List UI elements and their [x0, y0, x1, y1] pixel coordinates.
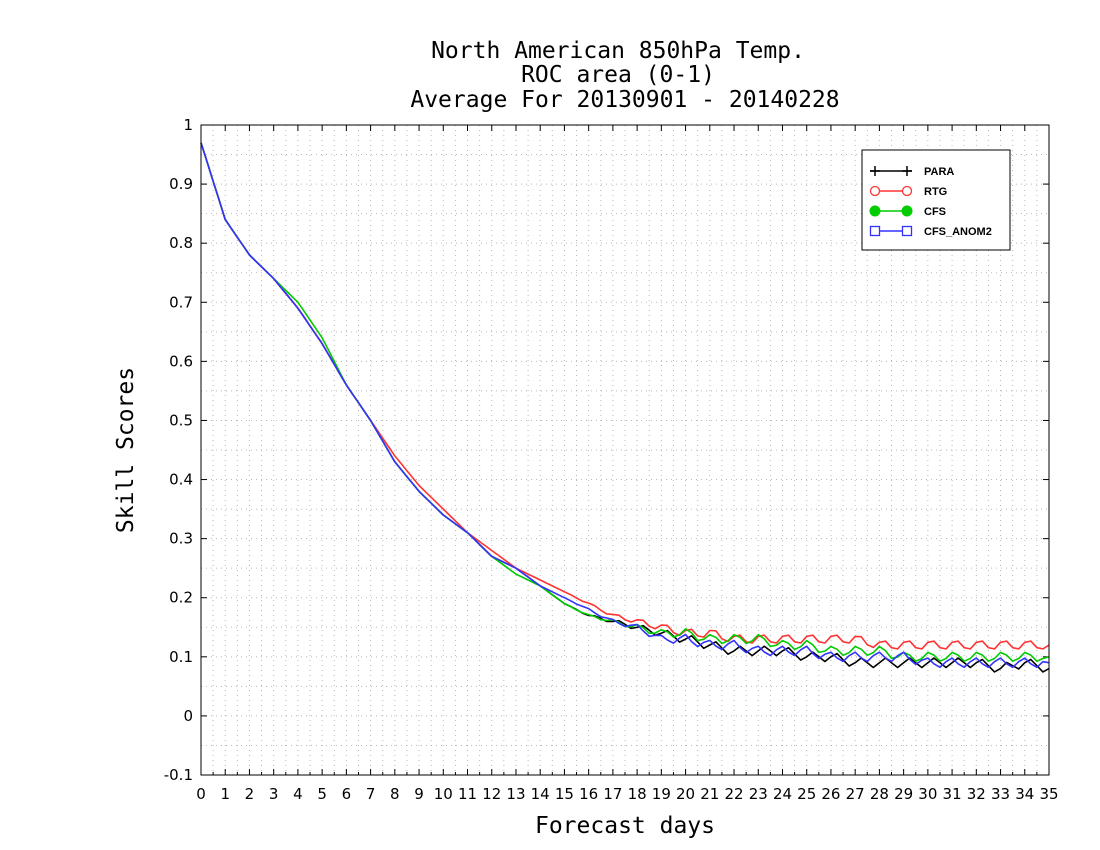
x-tick-label: 24: [773, 785, 792, 803]
x-tick-label: 23: [749, 785, 768, 803]
x-tick-label: 25: [797, 785, 816, 803]
chart-title-line-3: Average For 20130901 - 20140228: [410, 87, 839, 113]
legend-label-cfs-anom2: CFS_ANOM2: [924, 226, 992, 238]
y-tick-label: -0.1: [164, 766, 193, 784]
y-tick-label: 0: [183, 707, 193, 725]
legend-marker-open-circle: [901, 185, 913, 197]
y-tick-label: 0.9: [169, 175, 193, 193]
plot-frame: [200, 124, 1050, 776]
x-tick-label: 5: [317, 785, 327, 803]
legend-marker-plus: [870, 166, 880, 176]
x-tick-label: 20: [676, 785, 695, 803]
legend-label-rtg: RTG: [924, 186, 947, 198]
x-tick-label: 10: [434, 785, 453, 803]
data-series: [200, 142, 1050, 673]
x-tick-label: 17: [603, 785, 622, 803]
x-tick-label: 14: [531, 785, 550, 803]
x-tick-label: 32: [967, 785, 986, 803]
x-axis-label: Forecast days: [535, 813, 715, 839]
y-tick-label: 0.1: [169, 648, 193, 666]
x-tick-label: 16: [579, 785, 598, 803]
x-tick-label: 22: [724, 785, 743, 803]
x-tick-label: 15: [555, 785, 574, 803]
legend-marker-plus: [902, 166, 912, 176]
x-tick-label: 3: [269, 785, 279, 803]
x-tick-label: 29: [894, 785, 913, 803]
x-tick-label: 12: [482, 785, 501, 803]
y-tick-label: 0.2: [169, 589, 193, 607]
x-tick-label: 18: [628, 785, 647, 803]
x-tick-label: 1: [220, 785, 230, 803]
x-tick-label: 33: [991, 785, 1010, 803]
y-tick-label: 0.4: [169, 471, 193, 489]
x-tick-label: 0: [196, 785, 206, 803]
legend-marker-open-circle: [869, 185, 881, 197]
x-tick-label: 30: [918, 785, 937, 803]
legend-marker-open-square: [869, 225, 881, 237]
y-axis-label: Skill Scores: [113, 367, 139, 533]
y-tick-label: 0.6: [169, 352, 193, 370]
legend: PARA RTG CFS CFS_ANOM2: [861, 149, 1011, 251]
y-tick-label: 1: [183, 116, 193, 134]
x-tick-label: 27: [846, 785, 865, 803]
grid-lines: [201, 125, 1049, 775]
x-tick-label: 8: [390, 785, 400, 803]
x-tick-label: 6: [342, 785, 352, 803]
y-tick-labels: -0.1 0 0.1 0.2 0.3 0.4 0.5 0.6 0.7 0.8 0.9 1: [164, 116, 193, 784]
x-tick-label: 31: [943, 785, 962, 803]
x-tick-label: 4: [293, 785, 303, 803]
y-tick-label: 0.7: [169, 293, 193, 311]
legend-label-cfs: CFS: [924, 206, 946, 218]
legend-box: [861, 149, 1011, 251]
x-tick-label: 21: [700, 785, 719, 803]
legend-marker-open-square: [901, 225, 913, 237]
y-tick-label: 0.5: [169, 411, 193, 429]
x-tick-label: 11: [458, 785, 477, 803]
x-tick-label: 19: [652, 785, 671, 803]
x-tick-label: 2: [245, 785, 255, 803]
x-tick-label: 9: [414, 785, 424, 803]
legend-marker-filled-circle: [901, 205, 913, 217]
x-tick-label: 7: [366, 785, 376, 803]
x-tick-label: 13: [506, 785, 525, 803]
x-tick-label: 26: [821, 785, 840, 803]
x-tick-label: 28: [870, 785, 889, 803]
x-tick-labels: 0 1 2 3 4 5 6 7 8 9 10 11 12 13 14 15 16 17 18 19 20 21 22 23 24…: [196, 785, 1058, 803]
y-tick-label: 0.8: [169, 234, 193, 252]
legend-label-para: PARA: [924, 166, 954, 178]
series-line-cfs-anom2: [200, 142, 1050, 669]
chart-title-line-1: North American 850hPa Temp.: [431, 38, 805, 64]
x-tick-label: 34: [1015, 785, 1034, 803]
legend-marker-filled-circle: [869, 205, 881, 217]
chart-title-line-2: ROC area (0-1): [521, 62, 715, 88]
x-tick-label: 35: [1039, 785, 1058, 803]
y-tick-label: 0.3: [169, 530, 193, 548]
